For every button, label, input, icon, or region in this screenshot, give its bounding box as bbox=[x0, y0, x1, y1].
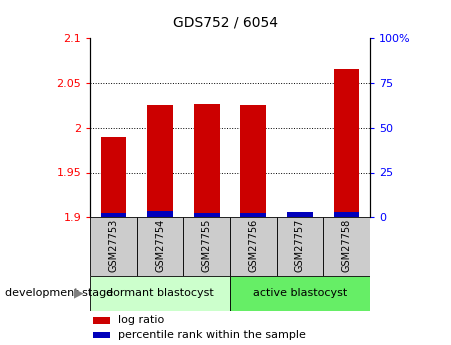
Text: GSM27753: GSM27753 bbox=[109, 219, 119, 272]
Bar bbox=[137, 217, 184, 276]
Bar bbox=[240, 105, 266, 217]
Bar bbox=[276, 217, 323, 276]
Text: ▶: ▶ bbox=[74, 287, 83, 300]
Text: GSM27756: GSM27756 bbox=[249, 219, 258, 272]
Bar bbox=[93, 317, 110, 324]
Text: GDS752 / 6054: GDS752 / 6054 bbox=[173, 16, 278, 30]
Text: active blastocyst: active blastocyst bbox=[253, 288, 347, 298]
Bar bbox=[194, 104, 220, 217]
Bar bbox=[230, 276, 370, 310]
Bar bbox=[230, 217, 276, 276]
Bar bbox=[90, 217, 137, 276]
Bar bbox=[184, 217, 230, 276]
Bar bbox=[93, 332, 110, 338]
Bar bbox=[147, 211, 173, 217]
Bar bbox=[323, 217, 370, 276]
Bar bbox=[240, 213, 266, 217]
Bar bbox=[90, 276, 230, 310]
Bar bbox=[287, 212, 313, 217]
Text: percentile rank within the sample: percentile rank within the sample bbox=[118, 330, 306, 340]
Bar bbox=[101, 213, 126, 217]
Bar bbox=[147, 105, 173, 217]
Text: dormant blastocyst: dormant blastocyst bbox=[106, 288, 214, 298]
Bar bbox=[194, 213, 220, 217]
Text: GSM27754: GSM27754 bbox=[155, 219, 165, 272]
Text: log ratio: log ratio bbox=[118, 315, 165, 325]
Text: GSM27758: GSM27758 bbox=[341, 219, 351, 272]
Text: development stage: development stage bbox=[5, 288, 113, 298]
Text: GSM27757: GSM27757 bbox=[295, 219, 305, 272]
Bar bbox=[101, 137, 126, 217]
Bar bbox=[334, 69, 359, 217]
Text: GSM27755: GSM27755 bbox=[202, 219, 212, 272]
Bar bbox=[334, 212, 359, 217]
